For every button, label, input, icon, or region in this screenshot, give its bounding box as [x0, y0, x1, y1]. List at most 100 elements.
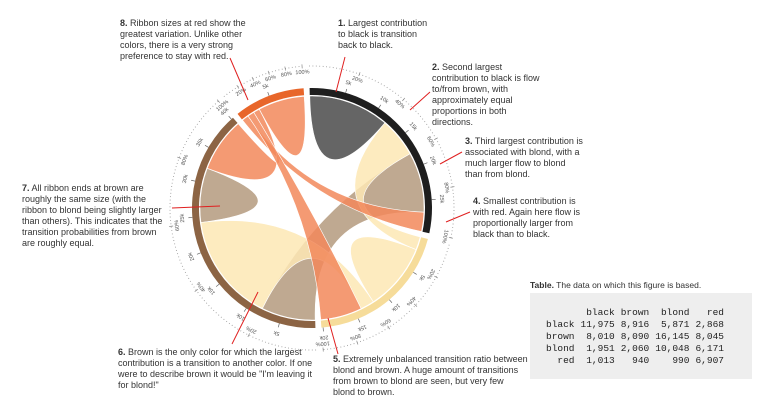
tick — [405, 129, 409, 133]
data-table: black brown blond red black 11,975 8,916 5,871 2… — [540, 307, 724, 367]
annotation-number: 5. — [333, 354, 341, 364]
tick-label: 10k — [379, 95, 390, 105]
percent-label: 80% — [280, 71, 292, 79]
tick-label: 5k — [273, 329, 280, 336]
percent-label: 100% — [315, 340, 330, 347]
group-arc — [320, 237, 428, 328]
percent-tick — [236, 85, 240, 89]
annotation-text: Extremely unbalanced transition ratio be… — [333, 354, 528, 397]
annotation-text: Second largest contribution to black is … — [432, 62, 540, 127]
annotation: 6. Brown is the only color for which the… — [118, 347, 323, 391]
percent-label: 20% — [245, 324, 258, 334]
tick — [267, 92, 270, 97]
tick-label: 5k — [345, 80, 352, 87]
annotation-text: Ribbon sizes at red show the greatest va… — [120, 18, 246, 61]
annotation: 1. Largest contribution to black is tran… — [338, 18, 433, 51]
ribbon — [258, 95, 306, 156]
tick — [423, 162, 428, 165]
percent-tick — [169, 225, 174, 227]
annotation-text: Largest contribution to black is transit… — [338, 18, 428, 50]
tick-label: 40k — [220, 107, 231, 118]
percent-tick — [450, 186, 455, 188]
percent-tick — [247, 333, 250, 338]
percent-tick — [358, 72, 361, 77]
tick — [413, 272, 417, 275]
percent-tick — [434, 137, 438, 141]
pointer-lines — [171, 56, 471, 355]
table-cell: 11,975 — [580, 319, 615, 330]
annotation-number: 3. — [465, 136, 473, 146]
table-cell: 8,916 — [620, 319, 650, 330]
annotation-text: Smallest contribution is with red. Again… — [473, 196, 581, 239]
percent-label: 20% — [351, 76, 363, 85]
tick-label: 20k — [319, 334, 329, 341]
tick-label: 10k — [235, 311, 246, 321]
tick — [389, 299, 393, 304]
annotation: 8. Ribbon sizes at red show the greatest… — [120, 18, 250, 62]
row-header: blond — [546, 343, 575, 354]
column-header: black — [586, 307, 615, 318]
ribbon — [199, 167, 259, 223]
table-cell: 6,907 — [695, 355, 724, 366]
column-header: blond — [660, 307, 690, 318]
percent-label: 60% — [174, 219, 181, 231]
percent-tick — [356, 340, 359, 345]
tick-label: 10k — [390, 302, 401, 312]
percent-label: 20% — [425, 268, 436, 281]
header-row: black brown blond red — [540, 307, 724, 319]
annotation: 5. Extremely unbalanced transition ratio… — [333, 354, 528, 398]
annotation-number: 6. — [118, 347, 126, 357]
tick — [378, 104, 382, 109]
annotation-text: All ribbon ends at brown are roughly the… — [22, 183, 163, 248]
tick — [191, 179, 196, 182]
tick — [215, 283, 220, 287]
table-cell: 6,171 — [695, 343, 724, 354]
table-cell: 2,060 — [620, 343, 650, 354]
percent-label: 60% — [425, 136, 436, 149]
percent-tick — [177, 156, 182, 159]
tick-label: 5k — [417, 273, 425, 281]
annotation-text: Brown is the only color for which the la… — [118, 347, 313, 390]
tick — [345, 88, 348, 93]
percent-tick — [216, 99, 221, 103]
ribbon — [242, 115, 425, 232]
percent-label: 60% — [265, 74, 277, 83]
tick-label: 30k — [182, 174, 190, 184]
percent-label: 20% — [235, 87, 248, 98]
row-header: black — [546, 319, 575, 330]
pointer — [409, 91, 431, 111]
percent-label: 80% — [442, 182, 450, 194]
annotation-number: 7. — [22, 183, 30, 193]
tick-label: 5k — [262, 83, 270, 91]
annotation: 2. Second largest contribution to black … — [432, 62, 550, 128]
percent-label: 100% — [440, 229, 449, 244]
ribbon — [309, 95, 386, 160]
table-row: black 11,975 8,916 5,871 2,868 — [540, 319, 724, 331]
table-cell: 1,951 — [586, 343, 615, 354]
percent-label: 80% — [349, 332, 361, 341]
percent-tick — [413, 303, 418, 307]
tick-label: 15k — [408, 121, 418, 132]
percent-label: 100% — [295, 69, 310, 76]
pointer — [231, 291, 259, 345]
tick-label: 15k — [357, 323, 368, 332]
tick-label: 20k — [428, 155, 437, 166]
percent-tick — [194, 288, 199, 292]
annotation-text: Third largest contribution is associated… — [465, 136, 583, 179]
column-header: brown — [620, 307, 650, 318]
pointer — [327, 317, 339, 355]
tick — [228, 115, 232, 120]
table-cell: 8,090 — [620, 331, 650, 342]
percent-label: 80% — [180, 154, 190, 167]
annotation: 4. Smallest contribution is with red. Ag… — [473, 196, 585, 240]
table-box: black brown blond red black 11,975 8,916 5,871 2… — [530, 293, 752, 379]
table-cell: 990 — [672, 355, 690, 366]
ribbon — [350, 236, 417, 303]
percent-tick — [402, 97, 406, 102]
pointer — [335, 56, 346, 93]
annotation: 3. Third largest contribution is associa… — [465, 136, 583, 180]
column-header: red — [706, 307, 724, 318]
row-header: red — [557, 355, 575, 366]
